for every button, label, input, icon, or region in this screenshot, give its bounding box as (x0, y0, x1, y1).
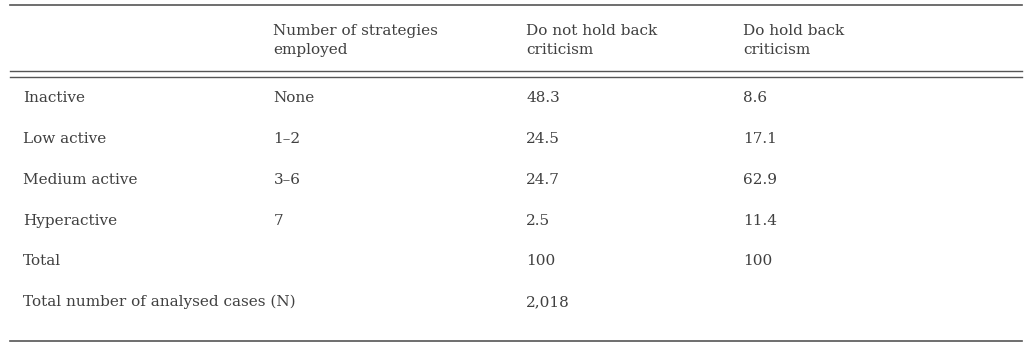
Text: 17.1: 17.1 (743, 132, 777, 146)
Text: 8.6: 8.6 (743, 91, 767, 106)
Text: 2.5: 2.5 (526, 214, 550, 228)
Text: 3–6: 3–6 (273, 173, 300, 187)
Text: 24.5: 24.5 (526, 132, 560, 146)
Text: 7: 7 (273, 214, 283, 228)
Text: Number of strategies
employed: Number of strategies employed (273, 24, 439, 57)
Text: Do hold back
criticism: Do hold back criticism (743, 24, 844, 57)
Text: 100: 100 (743, 254, 772, 268)
Text: None: None (273, 91, 315, 106)
Text: 1–2: 1–2 (273, 132, 300, 146)
Text: Total number of analysed cases (N): Total number of analysed cases (N) (23, 295, 295, 309)
Text: Hyperactive: Hyperactive (23, 214, 117, 228)
Text: Low active: Low active (23, 132, 106, 146)
Text: Inactive: Inactive (23, 91, 85, 106)
Text: 62.9: 62.9 (743, 173, 777, 187)
Text: 11.4: 11.4 (743, 214, 777, 228)
Text: Medium active: Medium active (23, 173, 137, 187)
Text: Total: Total (23, 254, 61, 268)
Text: 24.7: 24.7 (526, 173, 560, 187)
Text: 48.3: 48.3 (526, 91, 560, 106)
Text: 2,018: 2,018 (526, 295, 570, 309)
Text: 100: 100 (526, 254, 555, 268)
Text: Do not hold back
criticism: Do not hold back criticism (526, 24, 657, 57)
